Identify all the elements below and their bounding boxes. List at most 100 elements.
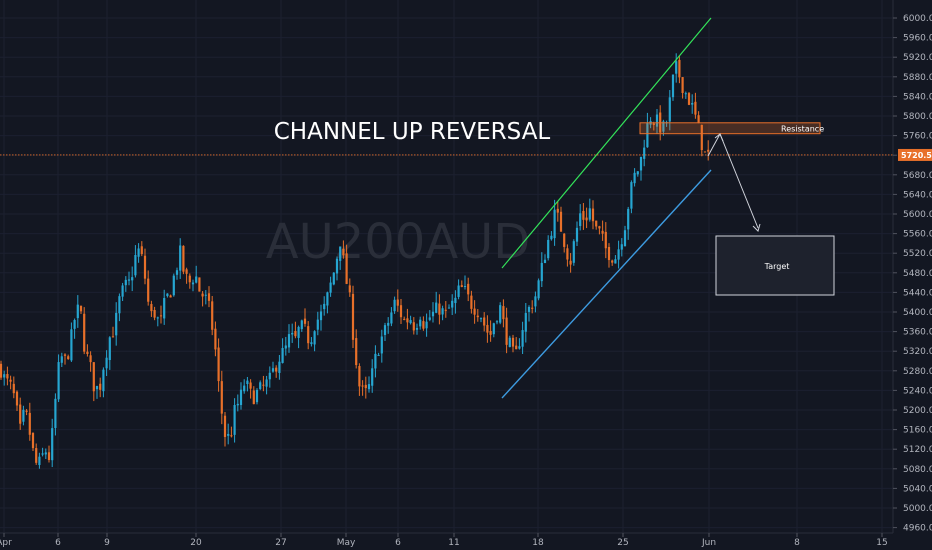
time-axis[interactable]: Apr 6 9 20 27 May 6 11 18 25 Jun 8 15 <box>0 533 888 548</box>
candle-body <box>351 293 355 340</box>
candle-body <box>294 330 297 337</box>
chart-title: CHANNEL UP REVERSAL <box>274 119 551 145</box>
candle-body <box>287 334 291 348</box>
channel-upper-line[interactable] <box>501 17 712 269</box>
candle-body <box>550 235 553 240</box>
resistance-zone[interactable] <box>639 122 821 135</box>
candle-body <box>169 295 172 298</box>
candle-body <box>147 278 150 302</box>
target-box[interactable] <box>715 235 835 296</box>
candle-body <box>300 320 303 330</box>
candle-body <box>447 307 451 309</box>
candle-body <box>483 317 486 326</box>
candle-body <box>28 412 31 435</box>
candle-body <box>479 318 483 320</box>
candle-body <box>572 241 575 263</box>
candle-body <box>662 121 665 132</box>
candle-body <box>428 317 431 320</box>
candle-body <box>326 292 329 306</box>
candle-body <box>316 319 319 330</box>
candle-body <box>403 318 406 320</box>
candle-body <box>89 355 92 363</box>
candle-body <box>332 272 335 285</box>
price-tick-label: 6000.0 <box>903 14 932 24</box>
candle-body <box>406 318 409 323</box>
candle-body <box>265 379 268 387</box>
candle-body <box>60 356 63 363</box>
candle-body <box>371 368 374 386</box>
candle-body <box>115 312 118 336</box>
candle-body <box>79 305 83 312</box>
candle-body <box>246 380 249 385</box>
time-axis-background <box>0 533 932 550</box>
time-tick-label: 20 <box>190 538 202 548</box>
candle-body <box>518 346 521 349</box>
candle-body <box>467 283 470 295</box>
candle-body <box>12 383 15 394</box>
time-tick-label: 18 <box>532 538 544 548</box>
candle-body <box>70 329 73 361</box>
candle-body <box>220 381 223 414</box>
candle-body <box>511 337 515 347</box>
candle-body <box>214 328 217 350</box>
candle-body <box>595 220 598 227</box>
price-axis-background <box>893 0 932 550</box>
candle-body <box>575 227 579 242</box>
candle-body <box>614 259 617 264</box>
candle-body <box>172 275 175 296</box>
candle-body <box>227 433 230 436</box>
candle-body <box>67 356 70 360</box>
candle-body <box>278 361 281 373</box>
candle-body <box>399 305 403 318</box>
candle-body <box>431 311 435 317</box>
candle-body <box>367 384 371 390</box>
candle-body <box>489 330 492 335</box>
candle-body <box>191 282 195 285</box>
candle-body <box>44 452 47 455</box>
candle-body <box>582 210 585 220</box>
candle-body <box>527 306 531 312</box>
candle-body <box>374 353 377 369</box>
price-tick-label: 5960.0 <box>903 34 932 44</box>
candle-body <box>131 277 134 281</box>
price-tick-label: 5640.0 <box>903 190 932 200</box>
candle-body <box>451 300 454 308</box>
candle-body <box>303 318 307 324</box>
symbol-watermark: AU200AUD <box>266 214 531 270</box>
candle-body <box>419 319 422 327</box>
candle-body <box>607 246 611 261</box>
candle-body <box>515 345 518 350</box>
time-tick-label: 25 <box>617 538 628 548</box>
candle-body <box>95 386 99 390</box>
candle-body <box>604 231 607 249</box>
candle-body <box>531 307 534 309</box>
candle-body <box>601 230 604 234</box>
candle-body <box>547 239 550 259</box>
price-tick-label: 5520.0 <box>903 249 932 259</box>
candle-body <box>118 296 121 314</box>
candle-body <box>534 296 537 307</box>
price-tick-label: 5840.0 <box>903 92 932 102</box>
candle-body <box>486 324 489 333</box>
price-tick-label: 5680.0 <box>903 171 932 181</box>
candle-body <box>671 74 675 98</box>
candle-body <box>150 304 153 312</box>
candle-body <box>521 330 524 347</box>
grid-lines <box>0 0 893 533</box>
candle-body <box>57 362 60 400</box>
candle-body <box>22 409 25 422</box>
candle-body <box>9 379 12 382</box>
resistance-label: Resistance <box>781 124 824 133</box>
candle-body <box>156 317 159 319</box>
candle-body <box>252 390 255 405</box>
candle-body <box>703 151 707 153</box>
price-tick-label: 5000.0 <box>903 504 932 514</box>
price-tick-label: 5280.0 <box>903 367 932 377</box>
candle-body <box>159 315 163 317</box>
price-tick-label: 5440.0 <box>903 288 932 298</box>
candle-body <box>396 299 399 306</box>
candle-body <box>102 369 105 392</box>
channel-lower-line[interactable] <box>501 169 712 399</box>
candle-body <box>0 363 3 378</box>
